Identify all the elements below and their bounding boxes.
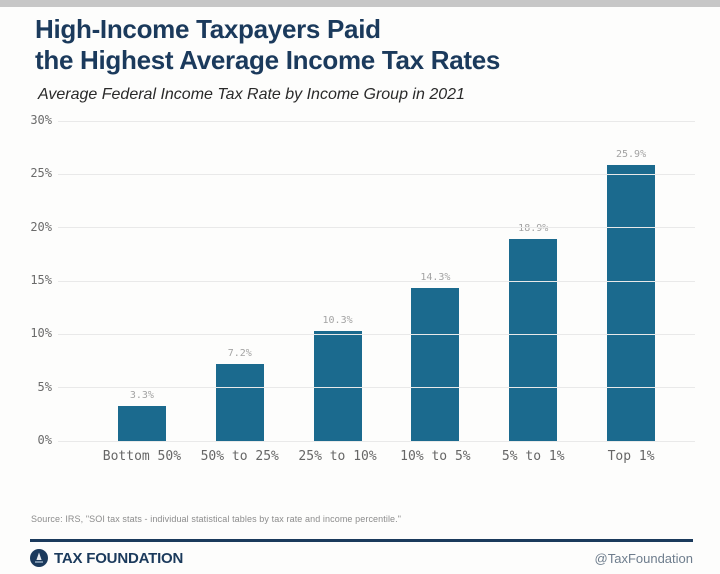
footer-divider [30,539,693,542]
y-tick-label: 5% [37,379,52,394]
bar-column: 3.3% [93,390,191,441]
taxfoundation-logo-icon [30,549,48,567]
gridline [58,280,695,282]
taxfoundation-logo: TAX FOUNDATION [30,549,183,567]
y-tick-label: 15% [30,273,52,287]
top-edge-strip [0,0,720,7]
gridline [58,387,695,389]
gridline [58,440,695,442]
bars-row: 3.3% 7.2% 10.3% 14.3% 18.9% 25.9% [58,121,695,441]
gridline [58,173,695,175]
bar-chart: 0% 5% 10% 15% 20% 25% 30% 3.3% 7.2% 10.3% 14.3% 18… [0,113,720,481]
chart-subtitle: Average Federal Income Tax Rate by Incom… [38,86,465,103]
chart-title-line2: the Highest Average Income Tax Rates [35,45,501,75]
bar-value-label: 25.9% [616,148,647,160]
bar-value-label: 10.3% [322,315,353,327]
plot-area: 3.3% 7.2% 10.3% 14.3% 18.9% 25.9% [58,120,695,442]
bar-column: 18.9% [484,223,582,441]
y-tick-label: 10% [30,326,52,341]
x-axis: Bottom 50% 50% to 25% 25% to 10% 10% to 5% 5… [58,449,695,464]
bar-column: 25.9% [582,149,680,441]
x-tick-label: 50% to 25% [200,449,279,464]
taxfoundation-logo-text: TAX FOUNDATION [54,549,184,567]
x-tick-label: 5% to 1% [501,449,565,464]
y-tick-label: 0% [37,433,52,447]
x-tick-label: 25% to 10% [298,449,377,464]
gridline [58,120,695,122]
bar [607,164,656,441]
bar [215,364,264,441]
bar-column: 14.3% [386,272,484,441]
bar-value-label: 14.3% [420,272,451,284]
bar [509,239,558,441]
y-tick-label: 25% [30,166,52,181]
bar-column: 10.3% [289,315,387,441]
gridline [58,227,695,229]
y-axis: 0% 5% 10% 15% 20% 25% 30% [0,113,52,447]
source-note: Source: IRS, "SOI tax stats - individual… [31,514,402,524]
x-tick-label: Bottom 50% [102,449,182,464]
y-tick-label: 30% [30,113,52,127]
chart-title-line1: High-Income Taxpayers Paid [35,14,381,44]
bar-value-label: 18.9% [518,223,549,235]
bar-value-label: 7.2% [227,348,252,360]
footer: TAX FOUNDATION @TaxFoundation [30,547,693,569]
bar-column: 7.2% [191,348,289,441]
chart-title: High-Income Taxpayers Paid the Highest Av… [35,14,500,76]
bar [411,288,460,441]
bar [313,331,362,441]
y-tick-label: 20% [30,219,52,234]
bar-value-label: 3.3% [129,389,154,401]
gridline [58,333,695,335]
social-handle: @TaxFoundation [594,550,693,566]
x-tick-label: Top 1% [607,449,655,464]
x-tick-label: 10% to 5% [400,449,471,464]
bar [117,405,166,441]
